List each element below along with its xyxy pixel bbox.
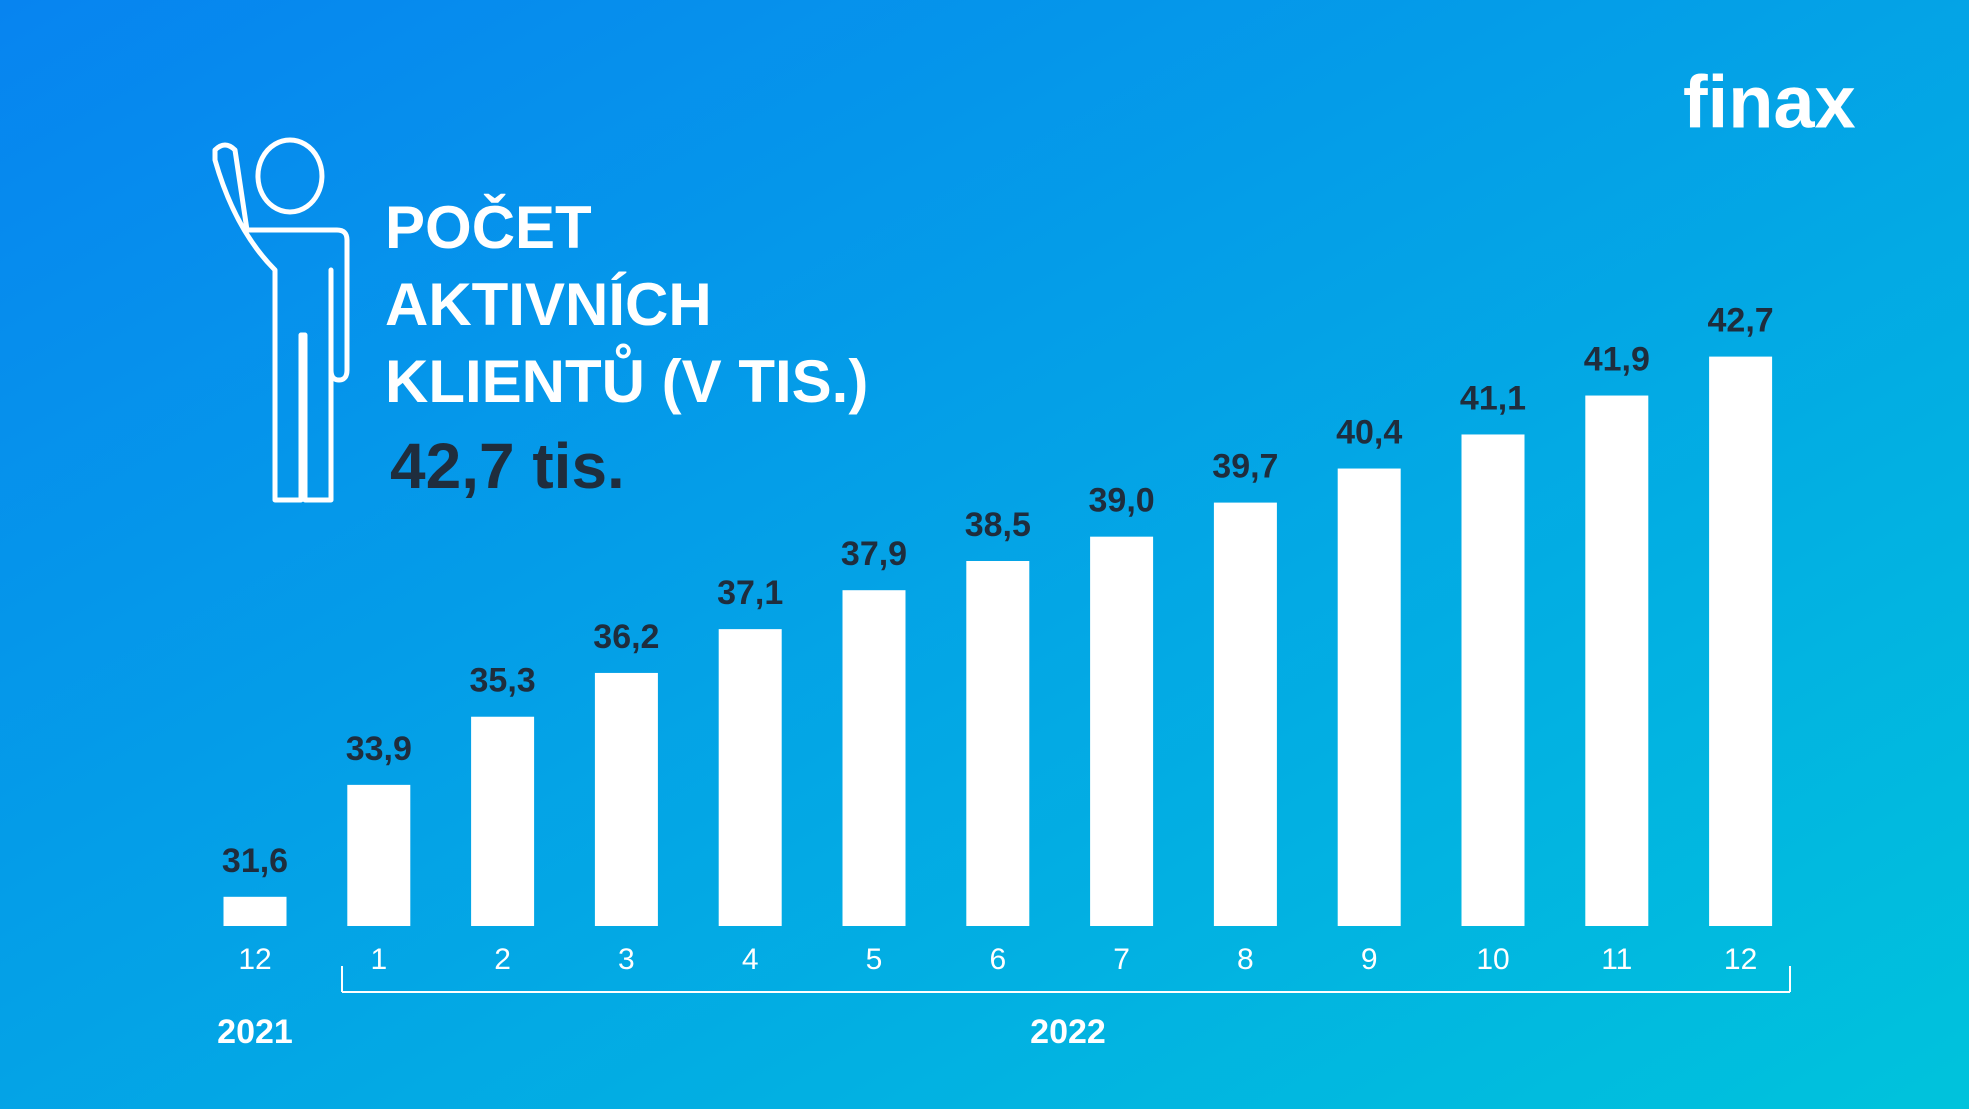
x-tick-label: 10 xyxy=(1476,943,1509,976)
x-tick-label: 5 xyxy=(866,943,883,976)
chart-title: KLIENTŮ (V TIS.) xyxy=(385,344,868,415)
value-label: 39,7 xyxy=(1212,448,1278,486)
bar xyxy=(718,629,782,926)
x-tick-label: 8 xyxy=(1237,943,1254,976)
year-label: 2021 xyxy=(217,1013,293,1051)
bar xyxy=(1709,356,1773,927)
value-label: 36,2 xyxy=(593,618,659,656)
chart-title: AKTIVNÍCH xyxy=(385,271,712,338)
value-label: 41,1 xyxy=(1460,379,1526,417)
bar xyxy=(347,784,411,926)
logo: finax xyxy=(1683,61,1856,144)
subtitle: 42,7 tis. xyxy=(390,430,625,502)
x-tick-label: 2 xyxy=(494,943,511,976)
value-label: 37,9 xyxy=(841,535,907,573)
x-tick-label: 1 xyxy=(370,943,387,976)
bar xyxy=(223,896,287,926)
year-label: 2022 xyxy=(1030,1013,1106,1051)
bar xyxy=(966,561,1030,926)
x-tick-label: 12 xyxy=(1724,943,1757,976)
value-label: 38,5 xyxy=(965,506,1031,544)
value-label: 37,1 xyxy=(717,574,783,612)
x-tick-label: 11 xyxy=(1601,943,1632,976)
x-tick-label: 12 xyxy=(238,943,271,976)
value-label: 31,6 xyxy=(222,842,288,880)
x-tick-label: 9 xyxy=(1361,943,1378,976)
bar xyxy=(842,590,906,926)
x-tick-label: 4 xyxy=(742,943,759,976)
x-tick-label: 7 xyxy=(1113,943,1130,976)
value-label: 39,0 xyxy=(1089,482,1155,520)
value-label: 33,9 xyxy=(346,730,412,768)
bar xyxy=(1090,536,1154,926)
bar xyxy=(1585,395,1649,926)
value-label: 42,7 xyxy=(1708,302,1774,340)
value-label: 40,4 xyxy=(1336,414,1402,452)
bar xyxy=(471,716,535,926)
bar xyxy=(1213,502,1277,926)
person-icon xyxy=(212,137,350,503)
bar xyxy=(1337,468,1401,926)
bar xyxy=(1461,434,1525,926)
value-label: 35,3 xyxy=(470,662,536,700)
x-tick-label: 6 xyxy=(989,943,1006,976)
chart-title: POČET xyxy=(385,194,592,261)
bar xyxy=(594,672,658,926)
x-tick-label: 3 xyxy=(618,943,635,976)
value-label: 41,9 xyxy=(1584,341,1650,379)
